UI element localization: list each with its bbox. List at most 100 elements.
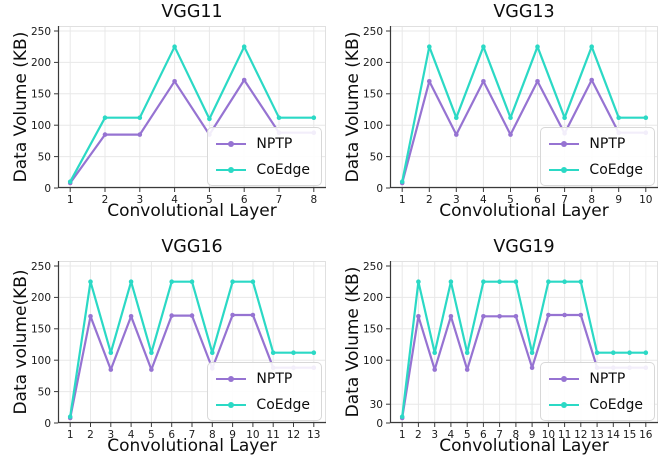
legend-item-nptp: NPTP [549,366,643,391]
x-tick-label: 8 [209,429,216,441]
x-tick-label: 11 [558,429,571,441]
coedge-marker [427,44,432,49]
coedge-marker [276,115,282,120]
coedge-marker [241,44,247,49]
nptp-marker [562,312,567,318]
x-tick-label: 14 [607,429,621,441]
coedge-line-swatch-icon [549,401,580,409]
nptp-marker [108,367,114,372]
coedge-marker [529,350,535,355]
coedge-marker [311,350,317,355]
coedge-marker [88,279,93,284]
x-tick-label: 7 [496,429,503,441]
legend-label: CoEdge [589,396,643,413]
nptp-marker [137,132,143,137]
x-tick-label: 13 [590,429,603,441]
coedge-marker [513,279,519,284]
nptp-marker [497,314,502,319]
legend-item-coedge: CoEdge [549,392,643,417]
nptp-line [401,78,647,185]
chart-title: VGG11 [161,2,223,22]
legend: NPTP CoEdge [207,362,322,421]
x-tick-label: 7 [276,194,283,206]
x-tick-label: 9 [529,429,536,441]
x-tick-label: 5 [148,429,155,441]
legend-label: NPTP [589,135,626,152]
x-tick-label: 7 [189,429,196,441]
coedge-marker [416,279,421,284]
legend: NPTP CoEdge [207,127,322,186]
y-tick-label: 150 [31,324,51,336]
legend-label: NPTP [256,135,293,152]
x-tick-label: 10 [542,429,555,441]
coedge-marker [230,279,235,284]
coedge-marker [497,279,502,284]
x-tick-label: 6 [480,429,487,441]
y-tick-label: 200 [363,57,383,69]
y-tick-label: 100 [363,355,383,367]
y-tick-label: 0 [376,183,383,195]
y-tick-label: 50 [38,151,51,163]
y-tick-label: 150 [363,89,383,101]
coedge-marker [108,350,114,355]
legend-item-coedge: CoEdge [216,157,310,182]
y-tick-label: 100 [31,355,51,367]
nptp-marker [250,312,256,318]
coedge-marker [643,350,649,355]
coedge-marker [627,350,632,355]
nptp-line-swatch-icon [216,140,247,148]
x-tick-label: 6 [168,429,175,441]
coedge-marker [137,115,143,120]
legend-item-nptp: NPTP [216,366,310,391]
nptp-line-swatch-icon [549,140,580,148]
coedge-marker [207,116,212,122]
y-tick-label: 250 [363,261,383,273]
nptp-marker [481,314,486,319]
coedge-marker [481,279,486,284]
x-tick-label: 8 [588,194,595,206]
y-tick-label: 0 [44,183,51,195]
x-tick-label: 2 [87,429,94,441]
legend: NPTP CoEdge [540,362,655,421]
coedge-line [401,45,647,183]
coedge-marker [210,350,215,355]
y-axis-label: Data Volume (KB) [343,266,363,418]
coedge-marker [616,115,621,120]
y-tick-label: 200 [363,292,383,304]
nptp-marker [546,312,551,318]
y-axis-label: Data Volume (KB) [11,31,31,183]
x-tick-label: 4 [448,429,455,441]
nptp-line [69,78,315,185]
nptp-marker [189,313,195,318]
nptp-marker [169,313,174,318]
chart-title: VGG13 [493,2,555,22]
y-tick-label: 100 [363,120,383,132]
coedge-marker [546,279,551,284]
coedge-marker [270,350,276,355]
coedge-marker [169,279,174,284]
y-tick-label: 250 [31,261,51,273]
nptp-line-swatch-icon [549,375,580,383]
coedge-line-swatch-icon [216,166,247,174]
x-tick-label: 12 [574,429,587,441]
coedge-marker [562,279,567,284]
x-tick-label: 10 [246,429,259,441]
x-tick-label: 1 [399,194,406,206]
x-tick-label: 13 [307,429,320,441]
coedge-marker [481,44,486,49]
legend-label: CoEdge [256,396,310,413]
x-tick-label: 15 [623,429,636,441]
y-axis-label: Data volume(KB) [11,269,31,415]
y-tick-label: 250 [363,26,383,38]
x-axis-label: Convolutional Layer [107,201,277,221]
coedge-marker [643,115,649,120]
nptp-marker [102,132,108,137]
nptp-line-swatch-icon [216,375,247,383]
coedge-line-swatch-icon [549,166,580,174]
x-tick-label: 1 [67,429,74,441]
nptp-marker [513,314,519,319]
x-tick-label: 2 [415,429,422,441]
nptp-marker [589,77,594,83]
legend-label: NPTP [256,370,293,387]
y-tick-label: 200 [31,292,51,304]
